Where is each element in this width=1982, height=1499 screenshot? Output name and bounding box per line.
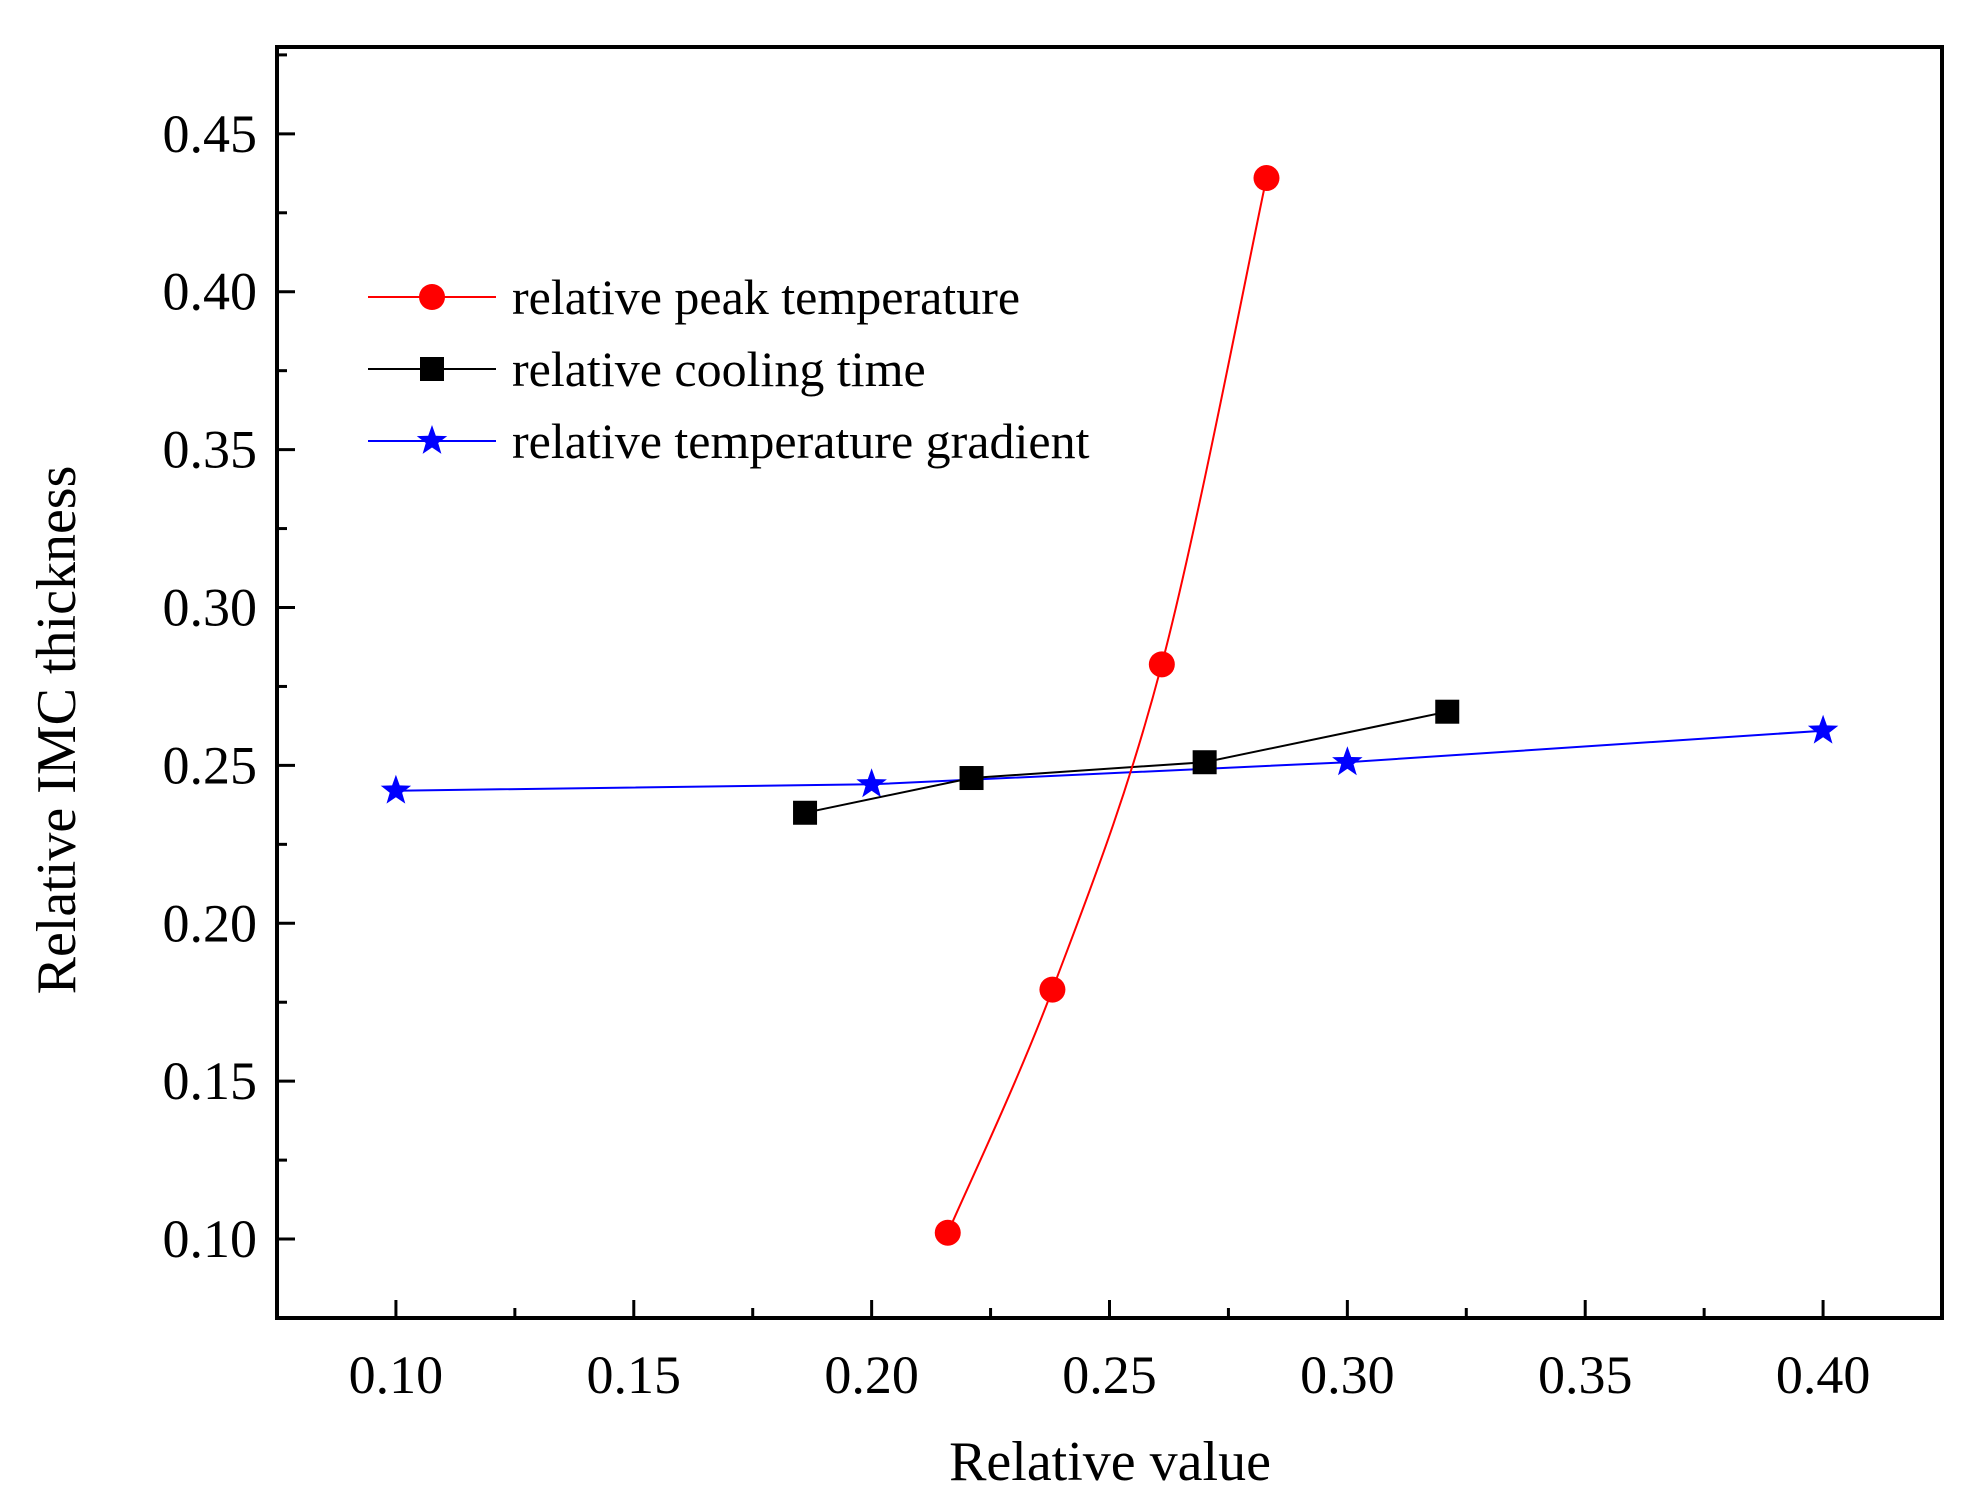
axes: 0.10 0.15 0.20 0.25 0.30 0.35 0.40 0.10 0.15 0.20… [163,45,1944,1405]
x-axis-title: Relative value [949,1431,1271,1493]
series-circle [934,165,1280,1246]
data-point [1039,976,1066,1003]
x-tick-label: 0.30 [1300,1345,1395,1405]
y-tick-label: 0.15 [163,1051,258,1111]
legend-label: relative temperature gradient [512,413,1090,469]
series-square [793,699,1460,825]
y-tick-label: 0.25 [163,735,258,795]
data-point [1807,714,1839,744]
y-tick-label: 0.35 [163,420,258,480]
series-line [395,729,1824,792]
data-point [856,768,887,798]
legend-label: relative cooling time [512,341,926,397]
data-point [934,1219,961,1246]
y-axis-title: Relative IMC thickness [26,466,88,995]
data-point [959,766,984,791]
x-tick-label: 0.40 [1776,1345,1871,1405]
legend-item: relative cooling time [368,341,926,397]
x-tick-label: 0.25 [1062,1345,1157,1405]
x-tick-label: 0.15 [587,1345,682,1405]
y-tick-label: 0.45 [163,104,258,164]
data-point [1332,746,1363,776]
x-tick-label: 0.20 [824,1345,919,1405]
legend-item: relative peak temperature [368,269,1020,325]
x-tick-label: 0.10 [349,1345,444,1405]
data-point [1192,750,1217,775]
series-line [946,177,1268,1234]
series-line [804,710,1448,814]
data-point [380,774,412,804]
y-tick-label: 0.20 [163,893,258,953]
legend-label: relative peak temperature [512,269,1020,325]
series-layer [380,165,1839,1246]
legend-marker [420,357,444,381]
data-point [1148,651,1175,678]
y-tick-label: 0.10 [163,1209,258,1269]
data-point [793,800,818,825]
data-point [1253,165,1280,192]
legend: relative peak temperature relative coolin… [368,269,1090,469]
x-tick-label: 0.35 [1538,1345,1633,1405]
legend-item: relative temperature gradient [368,413,1090,469]
legend-marker [416,425,448,454]
plot-frame [275,45,1944,1320]
series-star [380,714,1839,804]
data-point [1435,699,1460,724]
y-tick-label: 0.30 [163,578,258,638]
legend-marker [419,284,445,310]
y-tick-label: 0.40 [163,262,258,322]
